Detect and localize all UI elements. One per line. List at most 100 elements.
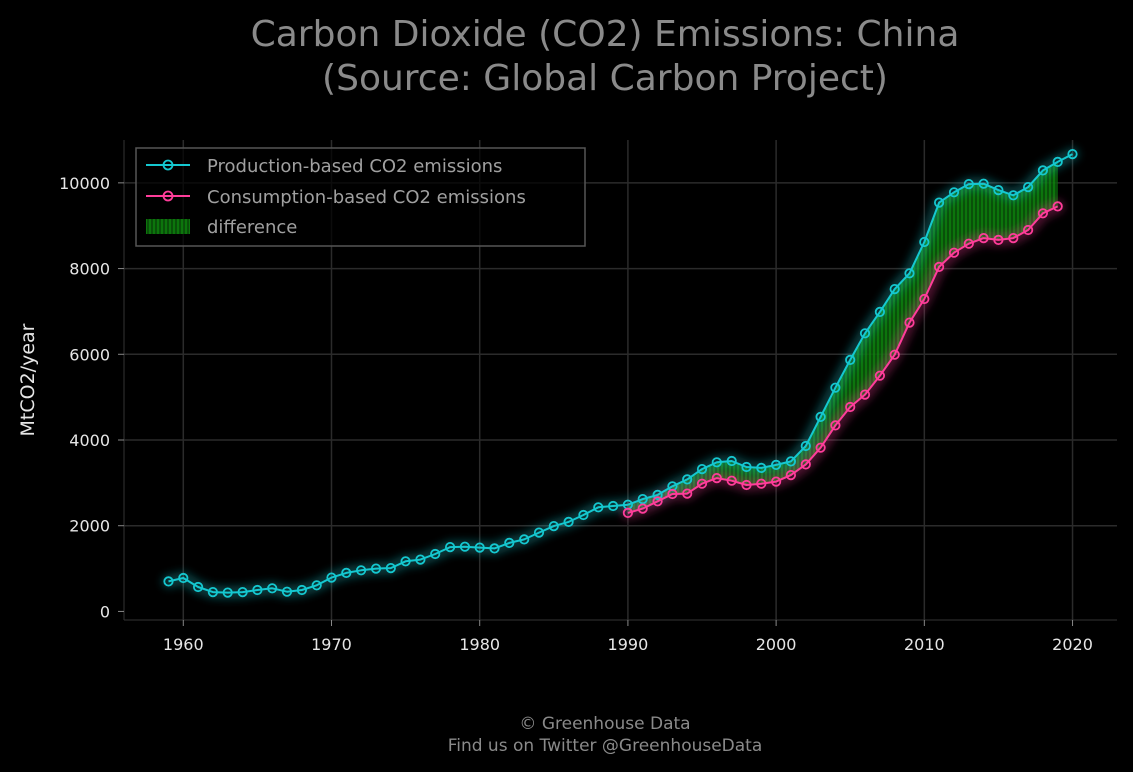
consumption-point	[682, 488, 693, 499]
production-point	[311, 580, 322, 591]
legend-marker-production	[162, 159, 174, 171]
production-point	[415, 554, 426, 565]
y-tick-label: 4000	[69, 431, 110, 450]
production-point	[267, 583, 278, 594]
production-point	[948, 187, 960, 198]
production-point	[978, 178, 989, 189]
consumption-point	[726, 475, 737, 486]
consumption-point	[622, 507, 634, 519]
production-point	[519, 534, 530, 545]
production-point	[889, 283, 900, 295]
y-tick-label: 2000	[69, 517, 110, 536]
y-tick-label: 0	[100, 602, 110, 621]
consumption-point	[815, 442, 826, 453]
consumption-point	[696, 478, 708, 489]
production-point	[430, 548, 441, 560]
x-tick-label: 1980	[459, 635, 500, 654]
consumption-point	[963, 238, 974, 249]
consumption-point	[637, 503, 648, 514]
production-point	[222, 587, 233, 598]
x-tick-label: 2020	[1052, 635, 1093, 654]
production-point	[355, 565, 367, 576]
y-tick-label: 8000	[69, 260, 110, 279]
consumption-point	[919, 293, 930, 305]
legend-label-production: Production-based CO2 emissions	[207, 156, 502, 177]
legend-label-consumption: Consumption-based CO2 emissions	[207, 187, 526, 208]
production-point	[444, 541, 456, 553]
production-point	[904, 268, 915, 279]
production-point	[1037, 165, 1049, 176]
production-point	[341, 567, 352, 579]
consumption-point	[978, 233, 989, 244]
legend-box	[135, 147, 586, 247]
production-point	[919, 236, 930, 248]
production-point	[682, 474, 693, 485]
production-point	[874, 306, 886, 317]
production-point	[400, 556, 411, 567]
production-point	[859, 328, 871, 339]
consumption-point	[667, 488, 678, 500]
x-tick-label: 1970	[311, 635, 352, 654]
production-point	[178, 572, 189, 584]
production-point	[593, 502, 604, 513]
production-point	[237, 586, 248, 598]
axes	[123, 140, 1117, 621]
consumption-point	[948, 247, 960, 258]
consumption-point	[1052, 201, 1063, 212]
x-tick-label: 2000	[756, 635, 797, 654]
production-point	[800, 440, 811, 452]
production-point	[770, 459, 782, 470]
production-point	[652, 489, 663, 500]
production-point	[385, 562, 396, 574]
consumption-point	[770, 476, 782, 487]
production-point	[1067, 149, 1078, 160]
y-axis-label: MtCO2/year	[17, 323, 39, 436]
consumption-point	[711, 472, 722, 484]
consumption-point	[1008, 233, 1019, 244]
production-point	[296, 584, 307, 596]
production-point	[459, 541, 470, 552]
consumption-point	[889, 349, 900, 360]
production-point	[252, 584, 263, 596]
production-point	[741, 461, 752, 473]
production-point	[785, 456, 797, 467]
legend-swatch-difference	[146, 219, 190, 234]
production-point	[696, 463, 708, 475]
production-point	[326, 572, 337, 583]
consumption-point	[993, 234, 1004, 245]
production-point	[548, 520, 559, 532]
consumption-point	[904, 317, 915, 328]
production-point	[578, 509, 589, 521]
consumption-point	[845, 401, 856, 413]
footer-twitter: Find us on Twitter @GreenhouseData	[448, 736, 763, 756]
production-point	[489, 543, 500, 554]
production-point	[963, 179, 974, 190]
tick-labels: 1960 1970 1980 1990 2000 2010 2020 0 2000 4000 600…	[59, 174, 1093, 654]
production-point	[1008, 190, 1019, 201]
x-tick-label: 1960	[163, 635, 204, 654]
consumption-point	[1022, 224, 1034, 236]
consumption-point	[1037, 208, 1049, 219]
production-point	[163, 576, 174, 587]
production-point	[711, 457, 722, 468]
production-point	[1052, 156, 1063, 167]
production-point	[933, 197, 945, 208]
consumption-point	[741, 479, 752, 491]
production-point	[207, 586, 218, 598]
production-point	[815, 411, 826, 422]
production-point	[1022, 182, 1034, 193]
consumption-point	[785, 469, 797, 481]
consumption-point	[800, 459, 811, 470]
legend: Production-based CO2 emissions Consumpti…	[135, 147, 586, 247]
production-point	[607, 500, 619, 512]
production-point	[637, 493, 648, 505]
chart-title-line1: Carbon Dioxide (CO2) Emissions: China	[251, 14, 960, 55]
production-point	[193, 581, 204, 593]
production-point	[474, 542, 485, 553]
production-point	[845, 354, 856, 365]
y-tick-label: 10000	[59, 174, 110, 193]
consumption-point	[756, 478, 767, 489]
difference-fill	[627, 161, 1058, 513]
production-point	[533, 527, 545, 538]
